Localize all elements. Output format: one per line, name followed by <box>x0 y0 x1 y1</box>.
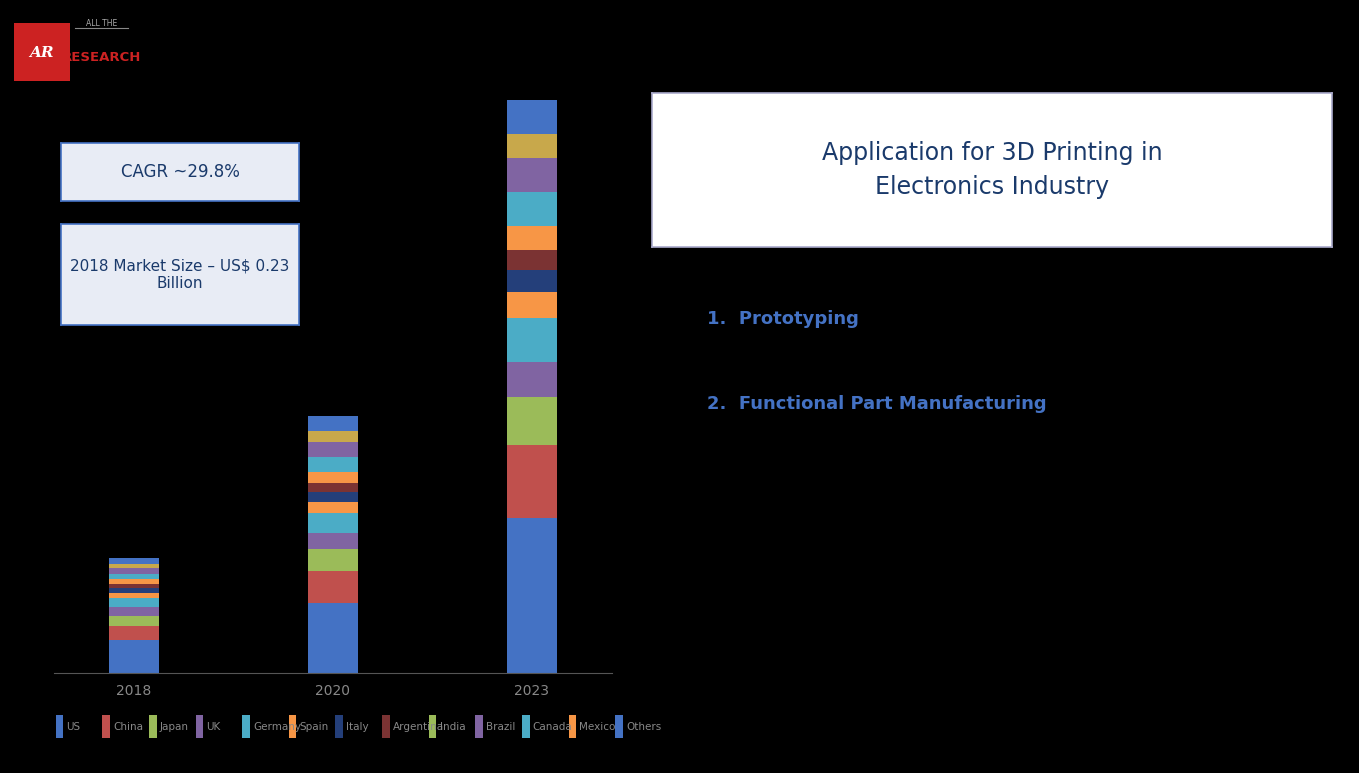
Bar <box>507 226 557 250</box>
Bar <box>507 250 557 270</box>
Text: China: China <box>113 722 143 731</box>
Bar <box>507 135 557 158</box>
Bar <box>507 318 557 362</box>
Bar <box>428 715 436 738</box>
Bar <box>307 442 359 457</box>
Bar <box>307 502 359 513</box>
Bar <box>307 603 359 673</box>
Bar <box>109 564 159 567</box>
Bar <box>507 270 557 292</box>
Text: ALL THE: ALL THE <box>87 19 117 28</box>
Bar <box>507 158 557 192</box>
Bar <box>196 715 204 738</box>
Bar <box>109 640 159 673</box>
Bar <box>307 570 359 603</box>
Text: 2.  Functional Part Manufacturing: 2. Functional Part Manufacturing <box>707 394 1046 413</box>
Bar <box>109 594 159 598</box>
Bar <box>307 483 359 492</box>
Text: 2018 Market Size – US$ 0.23
Billion: 2018 Market Size – US$ 0.23 Billion <box>71 258 289 291</box>
Bar <box>109 567 159 574</box>
Text: Japan: Japan <box>160 722 189 731</box>
Bar <box>288 715 296 738</box>
Bar <box>14 23 71 81</box>
Bar <box>507 100 557 135</box>
Bar <box>109 626 159 640</box>
Bar <box>307 549 359 570</box>
Text: US: US <box>67 722 80 731</box>
Text: Germany: Germany <box>253 722 300 731</box>
Text: AR: AR <box>30 46 54 60</box>
Bar <box>616 715 622 738</box>
Bar <box>109 598 159 608</box>
Bar <box>476 715 482 738</box>
Bar <box>507 444 557 519</box>
Bar <box>307 457 359 472</box>
Bar <box>568 715 576 738</box>
Bar <box>102 715 110 738</box>
Bar <box>307 513 359 533</box>
Bar <box>307 492 359 502</box>
Bar <box>307 431 359 442</box>
Bar <box>507 397 557 444</box>
Text: RESEARCH: RESEARCH <box>63 52 141 64</box>
Bar <box>149 715 156 738</box>
Bar <box>109 584 159 588</box>
Bar <box>109 616 159 626</box>
Text: India: India <box>439 722 465 731</box>
Text: 1.  Prototyping: 1. Prototyping <box>707 310 859 328</box>
Text: Canada: Canada <box>533 722 572 731</box>
Bar <box>242 715 250 738</box>
Text: Argentina: Argentina <box>393 722 444 731</box>
Bar <box>307 533 359 549</box>
Bar <box>56 715 64 738</box>
Bar <box>109 588 159 594</box>
Text: Application for 3D Printing in
Electronics Industry: Application for 3D Printing in Electroni… <box>822 141 1162 199</box>
Bar <box>507 519 557 673</box>
Text: Mexico: Mexico <box>579 722 616 731</box>
Bar <box>507 362 557 397</box>
Bar <box>336 715 342 738</box>
Bar <box>507 192 557 226</box>
Text: Brazil: Brazil <box>487 722 515 731</box>
Bar <box>382 715 390 738</box>
Bar <box>307 472 359 483</box>
Text: Others: Others <box>626 722 662 731</box>
Bar <box>109 608 159 616</box>
Text: Italy: Italy <box>347 722 368 731</box>
Bar <box>307 417 359 431</box>
Bar <box>109 558 159 564</box>
Bar <box>109 580 159 584</box>
Text: UK: UK <box>207 722 220 731</box>
Text: CAGR ~29.8%: CAGR ~29.8% <box>121 163 239 181</box>
Text: Spain: Spain <box>299 722 329 731</box>
Bar <box>522 715 530 738</box>
Bar <box>507 292 557 318</box>
Bar <box>109 574 159 580</box>
